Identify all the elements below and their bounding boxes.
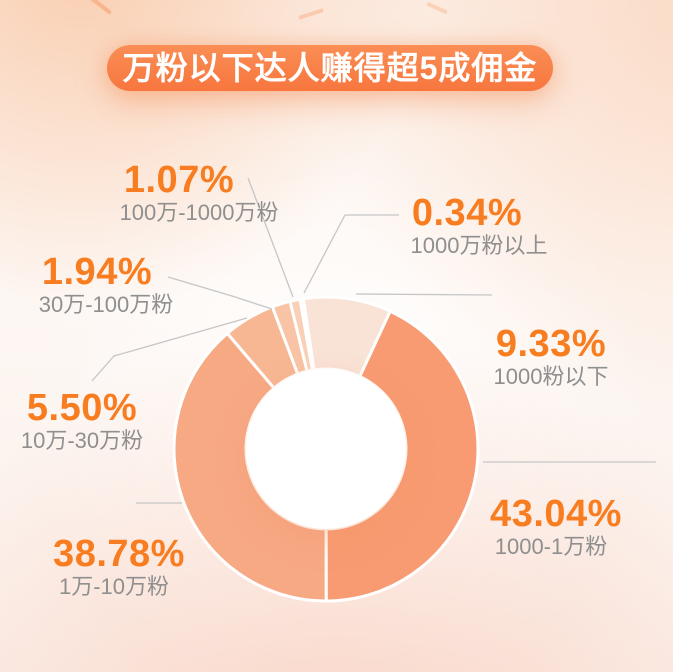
label-line-under-1k <box>355 293 493 296</box>
percent-under-1k: 9.33% <box>495 323 607 365</box>
title-badge: 万粉以下达人赚得超5成佣金 <box>107 45 553 91</box>
label-300k-1m: 1.94% 30万-100万粉 <box>30 251 174 318</box>
label-line-1m-10m <box>247 177 294 298</box>
label-1m-10m: 1.07% 100万-1000万粉 <box>100 159 279 226</box>
percent-100k-300k: 5.50% <box>26 387 138 429</box>
range-10k-100k: 1万-10万粉 <box>58 574 170 599</box>
percent-1m-10m: 1.07% <box>123 159 235 201</box>
range-under-1k: 1000粉以下 <box>493 364 609 389</box>
label-line-over-10m <box>303 214 399 294</box>
percent-10k-100k: 38.78% <box>53 533 185 575</box>
label-line-300k-1m <box>167 276 273 310</box>
percent-1k-10k: 43.04% <box>490 493 622 535</box>
label-under-1k: 9.33% 1000粉以下 <box>494 324 609 390</box>
range-1k-10k: 1000-1万粉 <box>494 534 608 559</box>
donut-hole <box>246 369 406 529</box>
page-title: 万粉以下达人赚得超5成佣金 <box>122 50 538 86</box>
range-100k-300k: 10万-30万粉 <box>20 428 144 453</box>
label-1k-10k: 43.04% 1000-1万粉 <box>490 494 622 560</box>
percent-over-10m: 0.34% <box>411 192 523 234</box>
range-over-10m: 1000万粉以上 <box>410 233 548 258</box>
range-1m-10m: 100万-1000万粉 <box>119 200 279 225</box>
label-100k-300k: 5.50% 10万-30万粉 <box>21 388 143 454</box>
percent-300k-1m: 1.94% <box>41 251 153 293</box>
label-10k-100k: 38.78% 1万-10万粉 <box>53 534 185 600</box>
label-over-10m: 0.34% 1000万粉以上 <box>399 192 548 259</box>
label-line-100k-300k <box>91 317 248 382</box>
range-300k-1m: 30万-100万粉 <box>38 292 174 317</box>
